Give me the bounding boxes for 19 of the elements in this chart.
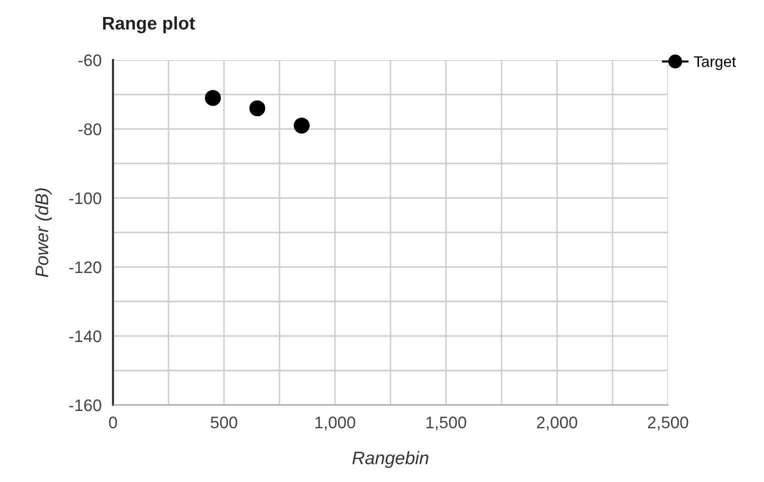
x-tick-label: 2,000 [536, 416, 578, 430]
x-tick-label: 500 [210, 416, 238, 428]
x-tick-label: 2,500 [648, 416, 688, 430]
point [249, 100, 266, 116]
y-tick-label: -140 [69, 330, 102, 342]
x-tick-label: 1,000 [315, 416, 356, 430]
y-tick-label: -120 [69, 261, 102, 274]
y-tick-label: -60 [78, 54, 102, 66]
chart-title: Range plot [103, 16, 195, 34]
x-tick-label: 0 [109, 416, 117, 428]
y-tick-label: -160 [69, 399, 102, 412]
x-tick-label: 1,500 [426, 416, 466, 430]
point [204, 90, 221, 106]
y-tick-label: -100 [69, 192, 102, 204]
point [294, 118, 310, 134]
x-axis-title: Rangebin [352, 451, 428, 468]
y-tick-label: -80 [78, 123, 102, 136]
y-axis-title: Power (dB) [35, 188, 52, 278]
legend-label: Target [694, 56, 736, 70]
